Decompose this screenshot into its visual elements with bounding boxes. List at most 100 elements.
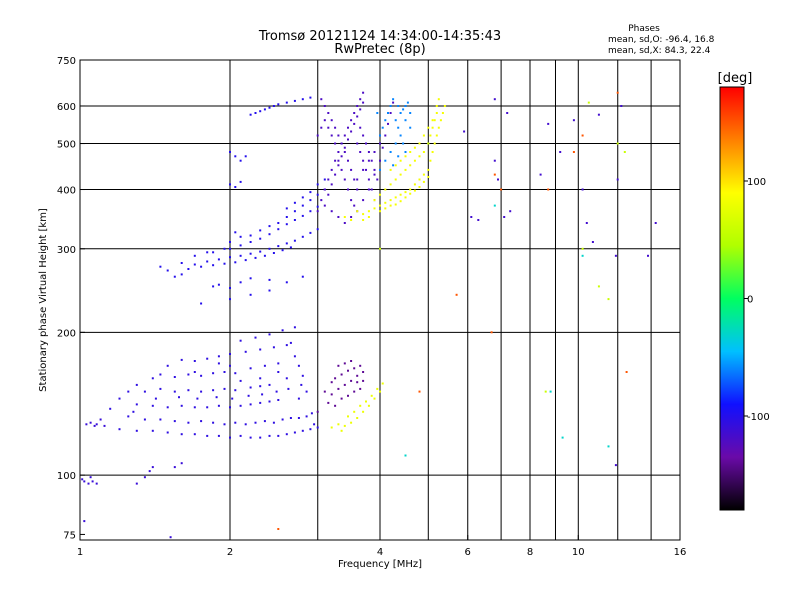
- data-point: [229, 353, 231, 355]
- data-point: [431, 151, 434, 153]
- data-point: [422, 180, 425, 183]
- data-point: [316, 210, 319, 213]
- data-point: [212, 285, 215, 288]
- data-point: [389, 204, 392, 207]
- data-point: [132, 410, 135, 413]
- data-point: [418, 178, 421, 181]
- data-point: [427, 176, 430, 178]
- data-point: [616, 91, 619, 94]
- data-point: [259, 436, 262, 439]
- data-point: [323, 390, 326, 393]
- data-point: [151, 466, 154, 469]
- data-point: [200, 390, 203, 393]
- data-point: [409, 164, 412, 167]
- data-point: [254, 256, 257, 259]
- data-point: [625, 371, 628, 373]
- data-point: [239, 379, 242, 382]
- data-point: [173, 420, 176, 423]
- data-point: [289, 417, 292, 419]
- data-point: [297, 397, 300, 400]
- data-point: [337, 134, 340, 137]
- data-point: [316, 426, 319, 429]
- data-point: [200, 302, 203, 305]
- data-point: [340, 373, 343, 376]
- data-point: [399, 173, 402, 176]
- data-point: [309, 96, 312, 99]
- data-point: [381, 146, 384, 149]
- data-point: [323, 105, 326, 107]
- data-point: [389, 183, 392, 186]
- data-point: [234, 231, 237, 234]
- data-point: [614, 254, 617, 257]
- data-point: [309, 210, 312, 213]
- data-point: [404, 105, 407, 107]
- data-point: [422, 151, 425, 153]
- data-point: [343, 362, 346, 365]
- data-point: [259, 237, 262, 240]
- data-point: [249, 293, 252, 296]
- data-point: [180, 358, 183, 361]
- data-point: [285, 433, 288, 436]
- data-point: [433, 119, 436, 122]
- data-point: [559, 151, 562, 153]
- data-point: [389, 105, 392, 107]
- stats-x-mode: mean, sd,X: 84.3, 22.4: [608, 46, 711, 56]
- data-point: [187, 373, 190, 376]
- data-point: [356, 142, 359, 145]
- data-point: [373, 397, 376, 400]
- data-point: [297, 364, 300, 367]
- data-point: [196, 397, 199, 400]
- data-point: [180, 404, 183, 407]
- data-point: [356, 374, 359, 377]
- data-point: [268, 247, 271, 250]
- data-point: [353, 390, 356, 393]
- data-point: [293, 355, 296, 358]
- data-point: [316, 134, 319, 137]
- data-point: [277, 399, 280, 401]
- data-point: [200, 265, 203, 268]
- data-point: [301, 196, 304, 199]
- data-point: [272, 346, 275, 349]
- data-point: [263, 420, 266, 423]
- data-point: [212, 421, 215, 424]
- data-point: [343, 383, 346, 386]
- data-point: [95, 482, 98, 485]
- data-point: [289, 246, 292, 249]
- data-point: [327, 126, 330, 129]
- data-point: [384, 119, 387, 122]
- data-point: [234, 389, 237, 392]
- data-point: [289, 341, 292, 344]
- data-point: [365, 400, 367, 403]
- data-point: [287, 387, 290, 390]
- data-point: [370, 159, 373, 162]
- data-point: [316, 410, 319, 413]
- data-point: [379, 193, 381, 196]
- data-point: [268, 434, 271, 437]
- data-point: [239, 244, 242, 247]
- data-point: [337, 423, 340, 426]
- data-point: [285, 344, 288, 347]
- data-point: [135, 429, 138, 432]
- data-point: [327, 193, 330, 196]
- data-point: [301, 374, 304, 377]
- data-point: [268, 383, 271, 386]
- data-point: [340, 155, 343, 158]
- data-point: [263, 108, 266, 111]
- data-point: [239, 281, 242, 284]
- data-point: [223, 371, 226, 373]
- data-point: [409, 188, 412, 191]
- data-point: [234, 261, 237, 264]
- data-point: [347, 394, 349, 397]
- data-point: [376, 178, 379, 181]
- data-point: [370, 188, 373, 191]
- data-point: [503, 216, 506, 218]
- x-tick-label: 16: [674, 547, 687, 558]
- data-point: [394, 164, 397, 167]
- data-point: [539, 173, 542, 176]
- data-point: [118, 397, 121, 400]
- data-point: [89, 476, 92, 479]
- data-point: [95, 423, 98, 426]
- data-point: [394, 196, 397, 199]
- data-point: [229, 298, 231, 301]
